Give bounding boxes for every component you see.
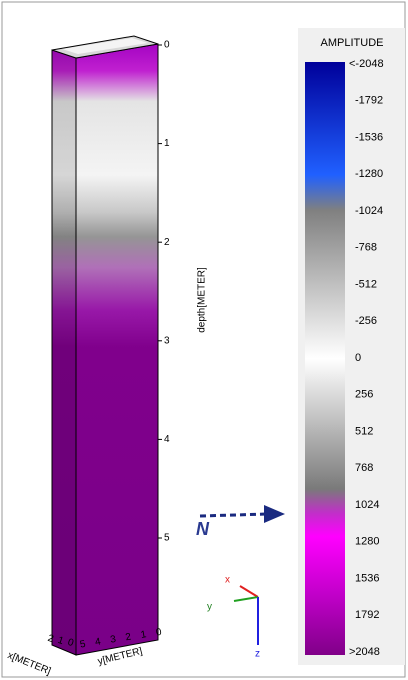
colorbar-label: -512	[355, 278, 377, 290]
triad-y	[233, 596, 259, 602]
colorbar-label: -256	[355, 315, 377, 327]
colorbar-title: AMPLITUDE	[321, 37, 384, 49]
triad-z-label: z	[255, 649, 260, 660]
depth-tick-label: 4	[164, 434, 170, 445]
depth-axis-title: depth[METER]	[197, 267, 208, 333]
colorbar-label: 1792	[355, 609, 379, 621]
colorbar-label: 1536	[355, 572, 379, 584]
axis-triad: x y z	[207, 575, 260, 660]
x-tick-label: 0	[66, 637, 75, 649]
y-tick-label: 3	[109, 634, 117, 646]
depth-tick-label: 2	[164, 237, 170, 248]
depth-tick-label: 0	[164, 40, 170, 51]
colorbar-label: -1280	[355, 168, 383, 180]
colorbar-label: <-2048	[349, 58, 384, 70]
compass-label: N	[196, 519, 210, 539]
y-tick-label: 1	[140, 629, 148, 641]
colorbar-label: 0	[355, 352, 361, 364]
colorbar-label: 256	[355, 389, 373, 401]
colorbar-gradient	[305, 62, 345, 655]
colorbar-label: 512	[355, 425, 373, 437]
colorbar-label: 768	[355, 462, 373, 474]
depth-tick-label: 1	[164, 138, 170, 149]
colorbar-label: -768	[355, 242, 377, 254]
front-shade	[52, 50, 76, 655]
colorbar-label: 1280	[355, 536, 379, 548]
depth-tick-label: 5	[164, 533, 170, 544]
colorbar-label: 1024	[355, 499, 379, 511]
y-tick-label: 0	[155, 627, 163, 639]
y-tick-label: 4	[94, 636, 102, 648]
x-tick-label: 1	[56, 635, 65, 647]
y-tick-label: 2	[125, 631, 133, 643]
colorbar-label: -1792	[355, 95, 383, 107]
x-tick-label: 2	[46, 633, 55, 645]
triad-x-label: x	[225, 575, 230, 586]
triad-x	[239, 585, 259, 598]
colorbar-label: >2048	[349, 646, 380, 658]
volume	[51, 35, 159, 656]
depth-tick-label: 3	[164, 335, 170, 346]
colorbar-label: -1024	[355, 205, 383, 217]
colorbar: AMPLITUDE	[298, 28, 405, 665]
compass-head	[264, 505, 285, 523]
triad-y-label: y	[207, 602, 212, 613]
compass: N	[196, 505, 285, 539]
top-inner	[62, 38, 148, 54]
right-face	[75, 43, 159, 656]
compass-arrow	[199, 512, 269, 518]
colorbar-label: -1536	[355, 131, 383, 143]
y-tick-label: 5	[79, 639, 87, 651]
